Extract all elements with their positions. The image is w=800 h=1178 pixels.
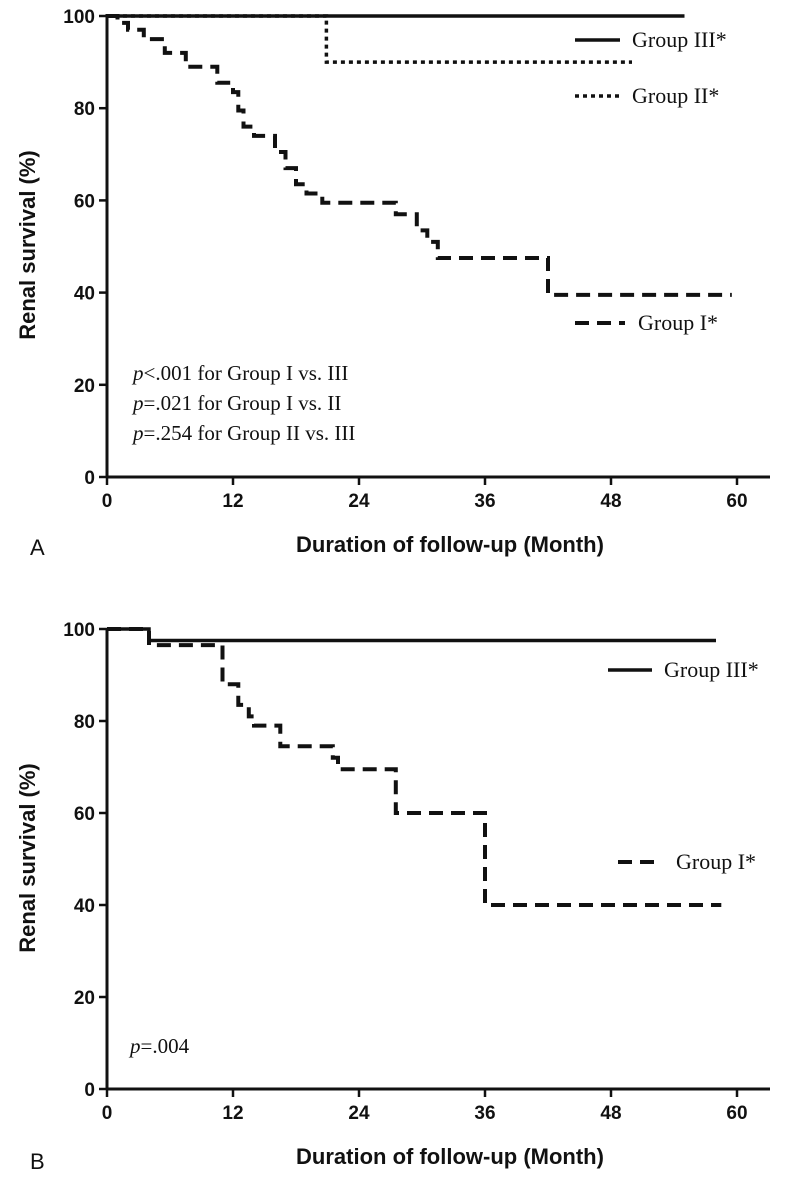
series-line-group-i: [107, 14, 732, 297]
x-tick-label: 36: [474, 1103, 495, 1124]
p-value-annotation: p<.001 for Group I vs. III: [131, 361, 348, 385]
series-line-group-i: [107, 627, 722, 907]
series-line-group-ii: [107, 14, 632, 64]
y-tick-label: 0: [84, 1080, 95, 1101]
x-tick-label: 60: [726, 1103, 747, 1124]
series-layer: [107, 14, 732, 297]
x-tick-label: 12: [222, 1103, 243, 1124]
legend-label-group-iii: Group III*: [632, 27, 727, 52]
legend-label-group-i: Group I*: [676, 849, 756, 874]
panel-letter: A: [30, 535, 45, 560]
panel-b: B Renal survival (%) Duration of follow-…: [15, 620, 770, 1174]
y-tick-label: 100: [63, 7, 95, 28]
x-tick-label: 12: [222, 491, 243, 512]
series-line-group-iii: [107, 627, 716, 643]
p-value-annotation: p=.021 for Group I vs. II: [131, 391, 341, 415]
y-tick-label: 20: [74, 988, 95, 1009]
y-tick-label: 60: [74, 804, 95, 825]
p-value-annotation: p=.254 for Group II vs. III: [131, 421, 355, 445]
x-tick-label: 36: [474, 491, 495, 512]
panel-a: A Renal survival (%) Duration of follow-…: [15, 7, 770, 560]
x-axis-title: Duration of follow-up (Month): [296, 532, 604, 557]
legend-label-group-ii: Group II*: [632, 83, 719, 108]
x-tick-label: 48: [600, 491, 621, 512]
y-tick-label: 40: [74, 284, 95, 305]
tick-group: 0 12 24 36 48 60 0 20 40 60 80 100: [63, 620, 747, 1124]
x-axis-title: Duration of follow-up (Month): [296, 1144, 604, 1169]
legend-label-group-i: Group I*: [638, 310, 718, 335]
tick-group: 0 12 24 36 48 60 0 20 40 60 80 100: [63, 7, 747, 512]
annotation-block: p<.001 for Group I vs. III p=.021 for Gr…: [131, 361, 355, 445]
y-tick-label: 80: [74, 712, 95, 733]
panel-letter: B: [30, 1149, 45, 1174]
legend: Group III* Group I*: [608, 657, 759, 874]
x-tick-label: 0: [102, 1103, 113, 1124]
x-tick-label: 0: [102, 491, 113, 512]
series-layer: [107, 627, 722, 907]
x-tick-label: 60: [726, 491, 747, 512]
y-axis-title: Renal survival (%): [15, 150, 40, 340]
x-tick-label: 48: [600, 1103, 621, 1124]
y-tick-label: 80: [74, 99, 95, 120]
annotation-block: p=.004: [128, 1034, 190, 1058]
legend: Group III* Group II* Group I*: [575, 27, 727, 335]
p-value-annotation: p=.004: [128, 1034, 190, 1058]
y-tick-label: 100: [63, 620, 95, 641]
legend-label-group-iii: Group III*: [664, 657, 759, 682]
y-tick-label: 40: [74, 896, 95, 917]
y-axis-title: Renal survival (%): [15, 763, 40, 953]
y-tick-label: 60: [74, 191, 95, 212]
y-tick-label: 20: [74, 376, 95, 397]
x-tick-label: 24: [348, 1103, 370, 1124]
y-tick-label: 0: [84, 468, 95, 489]
x-tick-label: 24: [348, 491, 370, 512]
